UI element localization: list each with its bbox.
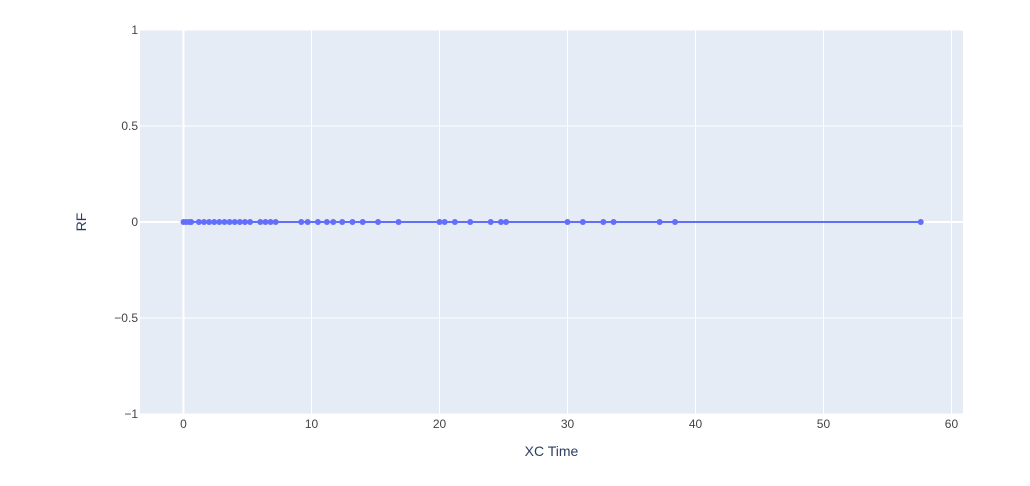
data-point[interactable] bbox=[188, 219, 195, 225]
data-point[interactable] bbox=[359, 219, 366, 225]
y-tick-label: 0.5 bbox=[121, 119, 138, 133]
data-point[interactable] bbox=[441, 219, 448, 225]
data-point[interactable] bbox=[200, 219, 207, 225]
x-tick-label: 20 bbox=[433, 417, 447, 431]
data-point[interactable] bbox=[221, 219, 228, 225]
data-point[interactable] bbox=[247, 219, 254, 225]
x-tick-label: 30 bbox=[561, 417, 575, 431]
data-point[interactable] bbox=[206, 219, 213, 225]
data-point[interactable] bbox=[339, 219, 346, 225]
data-point[interactable] bbox=[236, 219, 243, 225]
data-point[interactable] bbox=[497, 219, 504, 225]
data-point[interactable] bbox=[467, 219, 474, 225]
data-point[interactable] bbox=[323, 219, 330, 225]
data-point[interactable] bbox=[241, 219, 248, 225]
x-tick-label: 50 bbox=[817, 417, 831, 431]
data-point[interactable] bbox=[436, 219, 443, 225]
data-point[interactable] bbox=[656, 219, 663, 225]
y-tick-label: 1 bbox=[131, 23, 138, 37]
y-tick-label: −1 bbox=[124, 407, 138, 421]
data-point[interactable] bbox=[231, 219, 238, 225]
data-point[interactable] bbox=[314, 219, 321, 225]
data-point[interactable] bbox=[298, 219, 305, 225]
data-point[interactable] bbox=[503, 219, 510, 225]
data-point[interactable] bbox=[262, 219, 269, 225]
data-point[interactable] bbox=[451, 219, 458, 225]
y-tick-label: 0 bbox=[131, 215, 138, 229]
x-tick-label: 0 bbox=[180, 417, 187, 431]
y-axis-ticks: 1 0.5 0 −0.5 −1 bbox=[114, 23, 138, 421]
data-point[interactable] bbox=[211, 219, 218, 225]
x-tick-label: 10 bbox=[305, 417, 319, 431]
data-point[interactable] bbox=[257, 219, 264, 225]
x-tick-label: 40 bbox=[689, 417, 703, 431]
data-point[interactable] bbox=[917, 219, 924, 225]
data-point[interactable] bbox=[600, 219, 607, 225]
series-layer bbox=[180, 219, 924, 225]
x-axis-ticks: 0 10 20 30 40 50 60 bbox=[180, 417, 958, 431]
data-point[interactable] bbox=[267, 219, 274, 225]
data-point[interactable] bbox=[349, 219, 356, 225]
data-point[interactable] bbox=[564, 219, 571, 225]
data-point[interactable] bbox=[672, 219, 679, 225]
data-point[interactable] bbox=[330, 219, 337, 225]
data-point[interactable] bbox=[216, 219, 223, 225]
y-tick-label: −0.5 bbox=[114, 311, 138, 325]
data-point[interactable] bbox=[272, 219, 279, 225]
data-point[interactable] bbox=[375, 219, 382, 225]
y-axis-title: RF bbox=[73, 213, 89, 232]
data-point[interactable] bbox=[304, 219, 311, 225]
data-point[interactable] bbox=[487, 219, 494, 225]
x-axis-title: XC Time bbox=[525, 443, 579, 459]
data-point[interactable] bbox=[195, 219, 202, 225]
data-point[interactable] bbox=[610, 219, 617, 225]
data-point[interactable] bbox=[579, 219, 586, 225]
data-point[interactable] bbox=[395, 219, 402, 225]
data-point[interactable] bbox=[226, 219, 233, 225]
x-tick-label: 60 bbox=[945, 417, 959, 431]
